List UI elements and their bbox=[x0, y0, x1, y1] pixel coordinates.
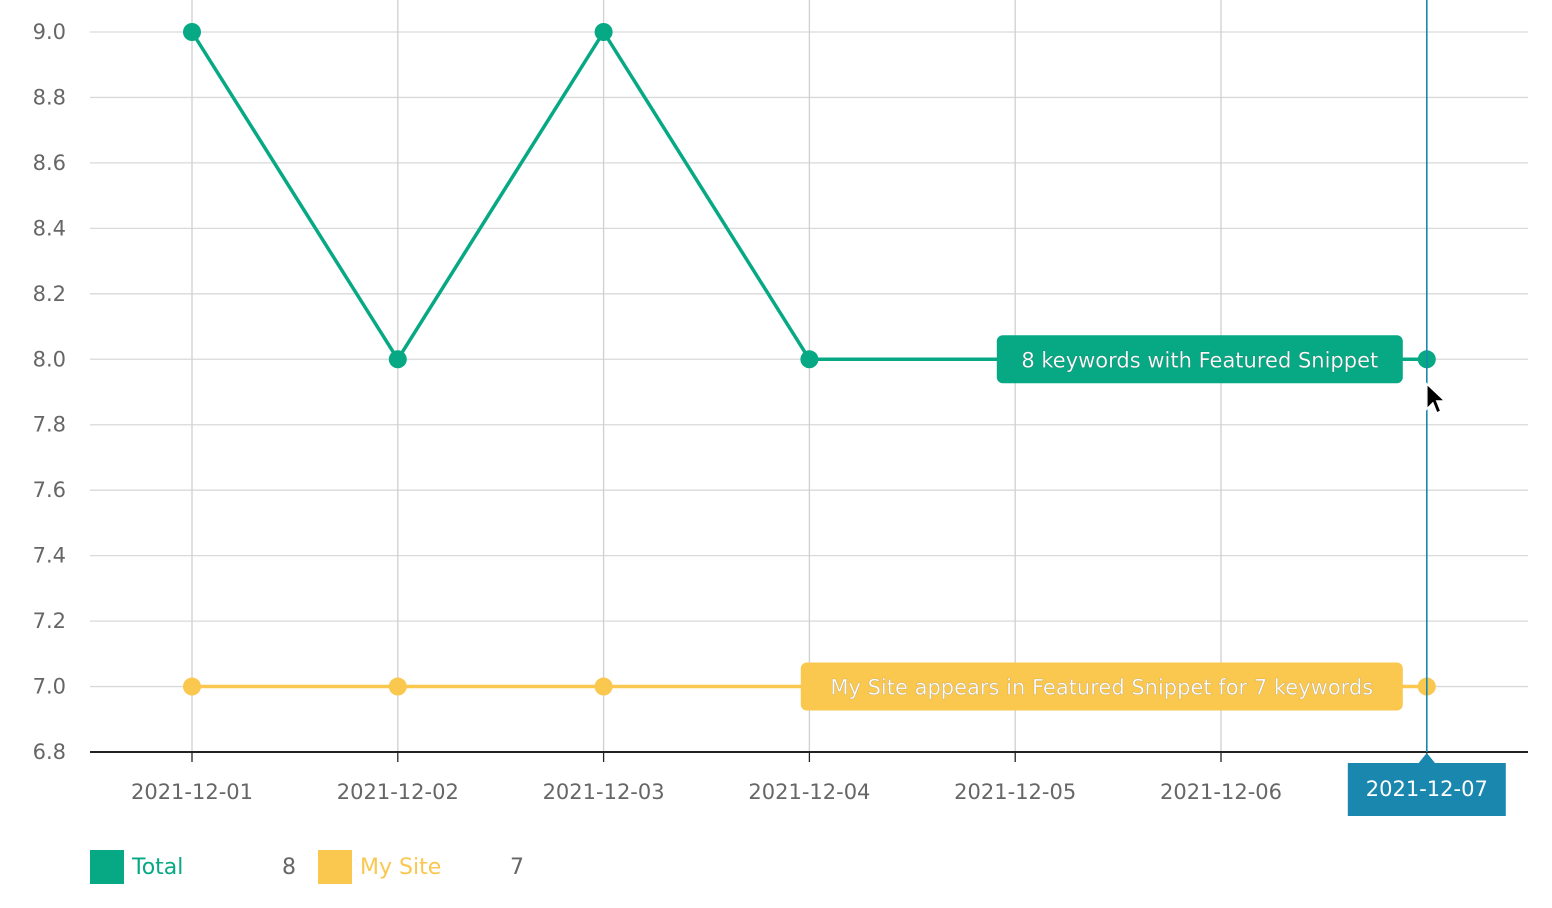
data-point bbox=[183, 677, 201, 696]
hover-x-label-pointer bbox=[1417, 753, 1436, 764]
y-tick-label: 7.0 bbox=[33, 675, 66, 699]
tooltip-box bbox=[800, 662, 1403, 711]
y-tick-label: 8.6 bbox=[33, 151, 66, 175]
legend-swatch-total bbox=[90, 850, 124, 884]
legend-label-my-site: My Site bbox=[360, 854, 442, 880]
data-point bbox=[388, 677, 407, 696]
legend: Total 8 My Site 7 bbox=[90, 850, 546, 884]
legend-value-my-site: 7 bbox=[510, 854, 524, 880]
y-tick-label: 7.8 bbox=[33, 413, 66, 437]
y-tick-label: 8.8 bbox=[33, 85, 66, 109]
legend-item-my-site[interactable]: My Site 7 bbox=[318, 850, 546, 884]
hover-layer: 8 keywords with Featured Snippet My Site … bbox=[800, 0, 1506, 816]
tooltip-0: 8 keywords with Featured Snippet bbox=[996, 335, 1403, 384]
legend-swatch-my-site bbox=[318, 850, 352, 884]
y-tick-label: 7.2 bbox=[33, 609, 66, 633]
mouse-cursor-icon bbox=[1426, 382, 1447, 415]
data-point bbox=[388, 350, 407, 369]
x-tick-label: 2021-12-01 bbox=[131, 780, 253, 804]
hover-x-label-box bbox=[1347, 763, 1506, 816]
data-point bbox=[800, 350, 819, 369]
tooltip-1: My Site appears in Featured Snippet for … bbox=[800, 662, 1403, 711]
legend-value-total: 8 bbox=[282, 854, 296, 880]
y-tick-label: 8.2 bbox=[33, 282, 66, 306]
y-tick-label: 9.0 bbox=[33, 20, 66, 44]
data-point bbox=[594, 23, 613, 41]
y-tick-label: 8.4 bbox=[33, 216, 66, 240]
hover-x-label-text: 2021-12-07 bbox=[1366, 777, 1488, 801]
data-point bbox=[183, 23, 201, 41]
tooltip-box bbox=[996, 335, 1403, 384]
y-tick-label: 7.6 bbox=[33, 478, 66, 502]
hover-x-label: 2021-12-07 bbox=[1347, 753, 1506, 816]
legend-label-total: Total bbox=[132, 854, 184, 880]
x-tick-label: 2021-12-04 bbox=[748, 780, 870, 804]
x-tick-label: 2021-12-02 bbox=[337, 780, 459, 804]
y-tick-label: 8.0 bbox=[33, 347, 66, 371]
x-tick-label: 2021-12-03 bbox=[543, 780, 665, 804]
axes: 6.8 7.0 7.2 7.4 7.6 7.8 8.0 8.2 8.4 8.6 8.8 9.0 2021… bbox=[33, 20, 1528, 804]
data-point bbox=[594, 677, 613, 696]
tooltip-text: My Site appears in Featured Snippet for … bbox=[830, 676, 1373, 700]
x-tick-label: 2021-12-05 bbox=[954, 780, 1076, 804]
y-tick-label: 6.8 bbox=[33, 740, 66, 764]
y-tick-label: 7.4 bbox=[33, 544, 66, 568]
tooltip-text: 8 keywords with Featured Snippet bbox=[1021, 348, 1378, 372]
legend-item-total[interactable]: Total 8 bbox=[90, 850, 318, 884]
x-tick-label: 2021-12-06 bbox=[1160, 780, 1282, 804]
